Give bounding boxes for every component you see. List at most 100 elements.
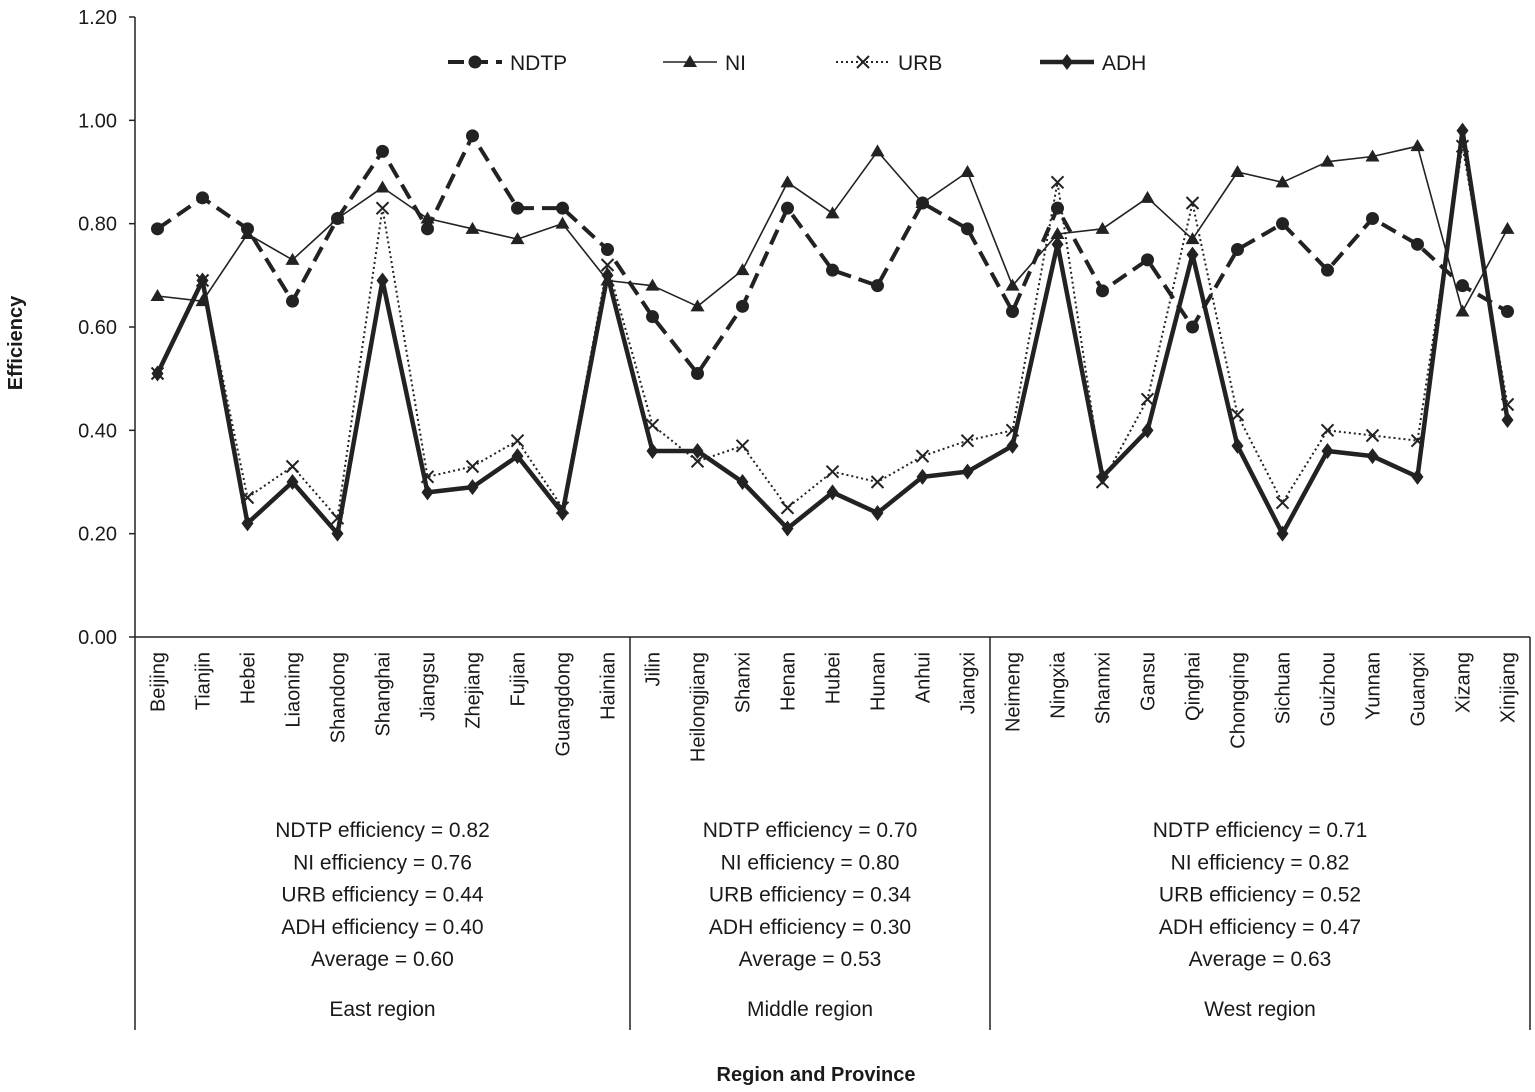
data-point-ndtp xyxy=(421,222,434,236)
x-tick-label: Zhejiang xyxy=(463,652,485,729)
data-point-adh xyxy=(556,505,569,521)
data-point-ndtp xyxy=(511,201,524,215)
x-tick-label: Shanxi xyxy=(733,652,755,713)
data-point-urb xyxy=(825,464,840,479)
data-point-ndtp xyxy=(151,222,164,236)
data-point-ni xyxy=(285,252,300,265)
data-point-ni xyxy=(735,263,750,276)
region-label: West region xyxy=(1204,998,1316,1021)
data-point-ndtp xyxy=(871,279,884,293)
data-point-adh xyxy=(466,479,479,496)
x-tick-label: Jiangxi xyxy=(958,652,980,714)
x-axis-title: Region and Province xyxy=(717,1064,916,1086)
x-tick-label: Sichuan xyxy=(1273,652,1295,724)
legend-label-adh: ADH xyxy=(1102,52,1146,75)
y-tick-label: 0.40 xyxy=(78,420,117,442)
region-stat: Average = 0.63 xyxy=(1189,948,1332,971)
x-tick-label: Hubei xyxy=(823,652,845,704)
legend-label-ni: NI xyxy=(725,52,746,75)
data-point-adh xyxy=(691,443,704,459)
x-tick-label: Qinghai xyxy=(1183,652,1205,721)
legend-label-ndtp: NDTP xyxy=(510,52,567,75)
series-line-urb xyxy=(156,145,1509,520)
data-point-ndtp xyxy=(781,201,794,215)
data-point-ndtp xyxy=(376,144,389,158)
data-point-ni xyxy=(1050,227,1065,239)
data-point-adh xyxy=(1141,422,1154,439)
data-point-adh xyxy=(331,525,344,542)
data-point-adh xyxy=(826,484,839,501)
data-point-ni xyxy=(1095,221,1110,234)
region-stat: Average = 0.60 xyxy=(311,948,454,971)
region-stat: NI efficiency = 0.76 xyxy=(293,851,472,874)
data-point-adh xyxy=(1276,525,1289,542)
x-tick-label: Yunnan xyxy=(1363,652,1385,720)
data-point-adh xyxy=(916,468,929,485)
data-point-urb xyxy=(285,459,300,474)
data-point-ni xyxy=(1005,278,1020,291)
data-point-adh xyxy=(511,448,524,465)
data-point-ndtp xyxy=(1276,217,1289,231)
x-tick-label: Jilin xyxy=(643,652,665,686)
data-point-ni xyxy=(1500,221,1515,234)
data-point-adh xyxy=(286,474,299,490)
region-stat: URB efficiency = 0.34 xyxy=(709,884,911,907)
data-point-ni xyxy=(510,232,525,245)
legend-marker-ni xyxy=(683,55,697,67)
data-point-ni xyxy=(420,211,435,224)
data-point-adh xyxy=(1186,246,1199,263)
data-point-adh xyxy=(421,484,434,501)
data-point-ndtp xyxy=(1366,212,1379,225)
data-point-ndtp xyxy=(1321,263,1334,277)
data-point-urb xyxy=(690,454,705,469)
region-stat: NDTP efficiency = 0.71 xyxy=(1153,819,1368,842)
data-point-adh xyxy=(781,520,794,537)
data-point-urb xyxy=(870,475,885,489)
x-tick-label: Anhui xyxy=(913,652,935,703)
x-tick-label: Shanghai xyxy=(373,652,395,737)
region-label: Middle region xyxy=(747,998,873,1021)
data-point-adh xyxy=(1366,448,1379,465)
data-point-adh xyxy=(1096,468,1109,485)
data-point-adh xyxy=(736,474,749,490)
legend-marker-urb xyxy=(856,55,870,69)
x-tick-label: Shannxi xyxy=(1093,652,1115,724)
data-point-ni xyxy=(780,175,795,188)
y-tick-label: 0.60 xyxy=(78,317,117,339)
data-point-ndtp xyxy=(196,191,209,205)
series-line-adh xyxy=(155,128,1510,536)
legend-marker-ndtp xyxy=(468,55,482,69)
data-point-adh xyxy=(151,365,164,382)
data-point-urb xyxy=(735,439,750,453)
data-point-ndtp xyxy=(691,367,704,380)
data-point-ni xyxy=(1365,149,1380,162)
data-point-adh xyxy=(1411,468,1424,485)
data-point-ni xyxy=(825,206,840,219)
x-tick-label: Beijing xyxy=(148,652,170,712)
data-point-ni xyxy=(1185,232,1200,245)
x-tick-label: Chongqing xyxy=(1228,652,1250,749)
data-point-ni xyxy=(690,299,705,312)
x-tick-label: Xinjiang xyxy=(1498,652,1520,723)
data-point-ni xyxy=(960,165,975,177)
series-line-ni xyxy=(157,145,1509,313)
data-point-adh xyxy=(1321,443,1334,459)
x-tick-label: Hebei xyxy=(238,652,260,704)
region-stat: URB efficiency = 0.44 xyxy=(281,884,483,907)
data-point-ndtp xyxy=(1141,253,1154,267)
data-point-ndtp xyxy=(736,299,749,313)
data-point-urb xyxy=(600,258,615,272)
data-point-adh xyxy=(1501,412,1514,428)
y-tick-label: 1.00 xyxy=(78,110,117,132)
region-label: East region xyxy=(329,998,435,1021)
data-point-urb xyxy=(1140,392,1155,407)
legend-label-urb: URB xyxy=(898,52,942,75)
data-point-adh xyxy=(1231,437,1244,454)
data-point-ndtp xyxy=(1006,305,1019,318)
data-point-ni xyxy=(1275,175,1290,188)
data-point-ndtp xyxy=(1411,237,1424,251)
legend-marker-adh xyxy=(1061,54,1073,70)
data-point-ni xyxy=(375,180,390,193)
data-point-ndtp xyxy=(1501,305,1514,318)
data-point-urb xyxy=(1320,423,1335,438)
